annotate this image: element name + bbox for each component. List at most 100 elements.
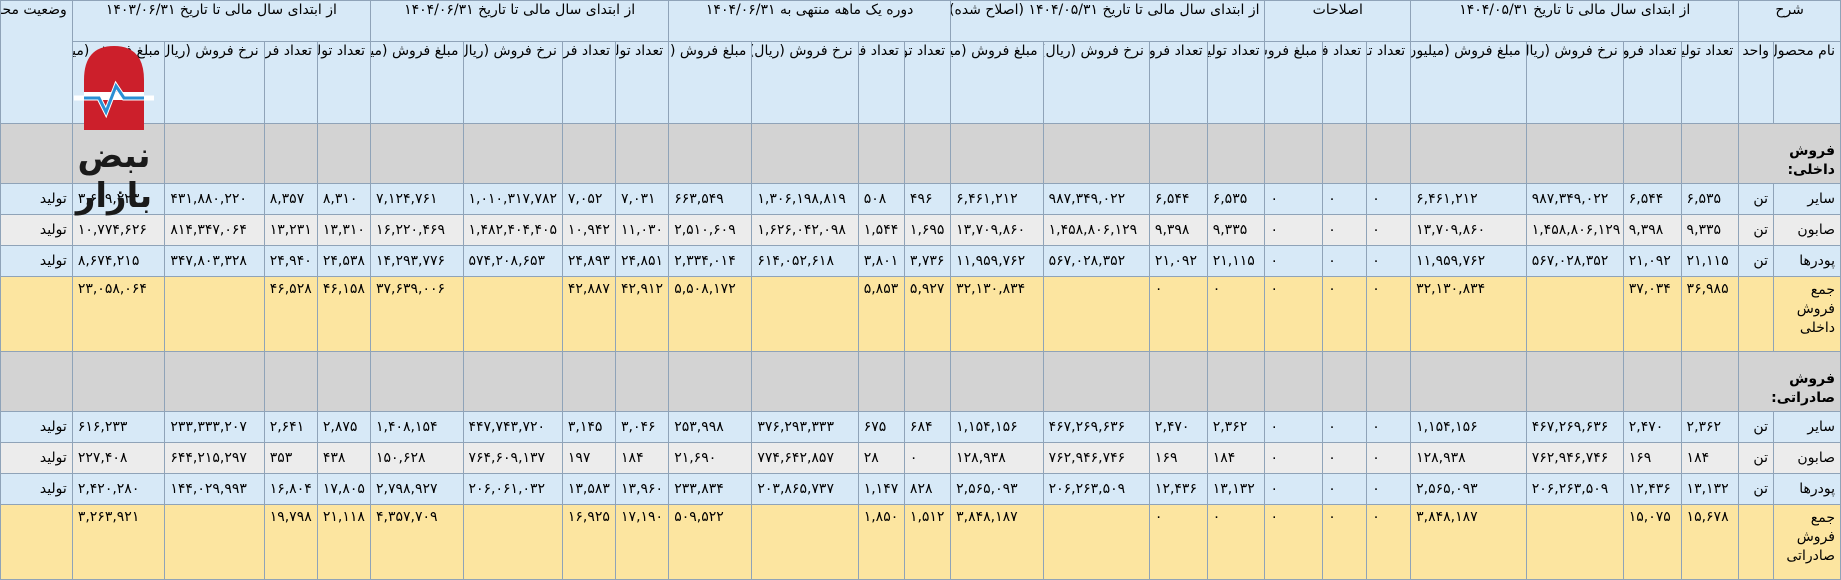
value-cell: ۶,۴۶۱,۲۱۲ [1410, 182, 1527, 215]
empty-cell [857, 350, 905, 412]
total-value: ۱۹,۷۹۸ [263, 503, 318, 580]
total-value: ۵,۵۰۸,۱۷۲ [668, 275, 753, 352]
value-cell: ۴۹۶ [903, 182, 952, 215]
total-value: ۴۶,۵۲۸ [263, 275, 318, 352]
value-cell: ۶,۵۴۴ [1622, 182, 1682, 215]
total-value: ۰ [1148, 275, 1208, 352]
total-value: ۰ [1322, 503, 1368, 580]
empty-cell [668, 350, 753, 412]
sub-column-header: تعداد تولید [316, 41, 372, 124]
empty-cell [751, 350, 859, 412]
sub-column-header: نرخ فروش (ریال) [462, 41, 563, 124]
total-value [1738, 503, 1774, 580]
value-cell: ۸,۶۷۴,۲۱۵ [71, 244, 166, 277]
total-value [1042, 503, 1150, 580]
value-cell: ۱۲,۴۳۶ [1148, 472, 1208, 505]
empty-cell [1525, 350, 1624, 412]
empty-cell [561, 350, 617, 412]
sub-column-header: مبلغ فروش (میلیون ریال) [370, 41, 464, 124]
value-cell: ۱۱,۹۵۹,۷۶۲ [1410, 244, 1527, 277]
table-row: پودرها تن ۱۳,۱۳۲ ۱۲,۴۳۶ ۲۰۶,۲۶۳,۵۰۹ ۲,۵۶۵,۰۹۳… [0, 472, 1841, 505]
value-cell: ۱۸۴ [1680, 441, 1740, 474]
watermark-text: نبض بازار [75, 136, 153, 216]
empty-cell [1680, 350, 1740, 412]
total-value [1738, 275, 1774, 352]
value-cell: ۲۴,۵۳۸ [316, 244, 372, 277]
empty-cell [0, 123, 73, 184]
value-cell: ۹,۳۳۵ [1680, 213, 1740, 246]
empty-cell [263, 123, 318, 184]
table-row: پودرها تن ۲۱,۱۱۵ ۲۱,۰۹۲ ۵۶۷,۰۲۸,۳۵۲ ۱۱,۹۵۹,۷۶… [0, 244, 1841, 277]
empty-cell [462, 350, 563, 412]
empty-cell [1366, 123, 1412, 184]
value-cell: ۱۸۴ [1206, 441, 1266, 474]
total-value: ۰ [1206, 503, 1266, 580]
value-cell: ۲,۴۷۰ [1622, 410, 1682, 443]
value-cell: ۰ [1366, 472, 1412, 505]
value-cell: ۷,۰۳۱ [615, 182, 670, 215]
group-header-period-prior: از ابتدای سال مالی تا تاریخ ۱۴۰۳/۰۶/۳۱ [71, 0, 372, 42]
value-cell: ۱۰,۷۷۴,۶۲۶ [71, 213, 166, 246]
empty-cell [1148, 350, 1208, 412]
value-cell: ۹,۳۹۸ [1622, 213, 1682, 246]
total-value: ۰ [1366, 503, 1412, 580]
value-cell: ۱۶۹ [1622, 441, 1682, 474]
total-value [164, 503, 265, 580]
value-cell: ۰ [1322, 244, 1368, 277]
value-cell: ۱,۴۵۸,۸۰۶,۱۲۹ [1042, 213, 1150, 246]
total-value: ۳۶,۹۸۵ [1680, 275, 1740, 352]
empty-cell [1148, 123, 1208, 184]
value-cell: ۳۵۳ [263, 441, 318, 474]
total-value: ۵,۸۵۳ [857, 275, 905, 352]
value-cell: ۳۷۶,۲۹۳,۳۳۳ [751, 410, 859, 443]
empty-cell [1680, 123, 1740, 184]
value-cell: ۴۴۷,۷۴۳,۷۲۰ [462, 410, 563, 443]
value-cell: ۵۷۴,۲۰۸,۶۵۳ [462, 244, 563, 277]
sub-column-header: تعداد تولید [1680, 41, 1740, 124]
empty-cell [0, 350, 73, 412]
total-value [1525, 503, 1624, 580]
value-cell: ۶,۴۶۱,۲۱۲ [950, 182, 1044, 215]
total-value: ۲۱,۱۱۸ [316, 503, 372, 580]
total-value: ۴۲,۸۸۷ [561, 275, 617, 352]
value-cell: ۴۳۱,۸۸۰,۲۲۰ [164, 182, 265, 215]
total-value: ۲۳,۰۵۸,۰۶۴ [71, 275, 166, 352]
value-cell: ۹,۳۹۸ [1148, 213, 1208, 246]
value-cell: ۲۴,۸۹۳ [561, 244, 617, 277]
total-value [164, 275, 265, 352]
status: تولید [0, 472, 73, 505]
empty-cell [370, 350, 464, 412]
status: تولید [0, 441, 73, 474]
empty-cell [1525, 123, 1624, 184]
value-cell: ۳,۷۳۶ [903, 244, 952, 277]
value-cell: ۷,۰۵۲ [561, 182, 617, 215]
product-name: سایر [1772, 410, 1841, 443]
empty-cell [1410, 123, 1527, 184]
value-cell: ۱۳,۱۳۲ [1206, 472, 1266, 505]
sub-column-header: تعداد فروش [263, 41, 318, 124]
value-cell: ۱۰,۹۴۲ [561, 213, 617, 246]
sub-column-header: تعداد فروش [1148, 41, 1208, 124]
empty-cell [263, 350, 318, 412]
value-cell: ۸,۳۱۰ [316, 182, 372, 215]
value-cell: ۰ [1322, 213, 1368, 246]
value-cell: ۰ [1264, 410, 1324, 443]
group-header-description: شرح [1738, 0, 1841, 42]
value-cell: ۱,۱۵۴,۱۵۶ [1410, 410, 1527, 443]
total-value: ۳۲,۱۳۰,۸۳۴ [1410, 275, 1527, 352]
empty-cell [370, 123, 464, 184]
value-cell: ۶,۵۴۴ [1148, 182, 1208, 215]
value-cell: ۲,۳۳۴,۰۱۴ [668, 244, 753, 277]
empty-cell [857, 123, 905, 184]
value-cell: ۱۳,۱۳۲ [1680, 472, 1740, 505]
value-cell: ۲,۵۱۰,۶۰۹ [668, 213, 753, 246]
value-cell: ۰ [1322, 182, 1368, 215]
value-cell: ۱۲۸,۹۳۸ [950, 441, 1044, 474]
product-name: سایر [1772, 182, 1841, 215]
value-cell: ۴۳۸ [316, 441, 372, 474]
value-cell: ۲,۳۶۲ [1206, 410, 1266, 443]
empty-cell [615, 350, 670, 412]
value-cell: ۱۳,۲۳۱ [263, 213, 318, 246]
total-value: ۳۷,۰۳۴ [1622, 275, 1682, 352]
